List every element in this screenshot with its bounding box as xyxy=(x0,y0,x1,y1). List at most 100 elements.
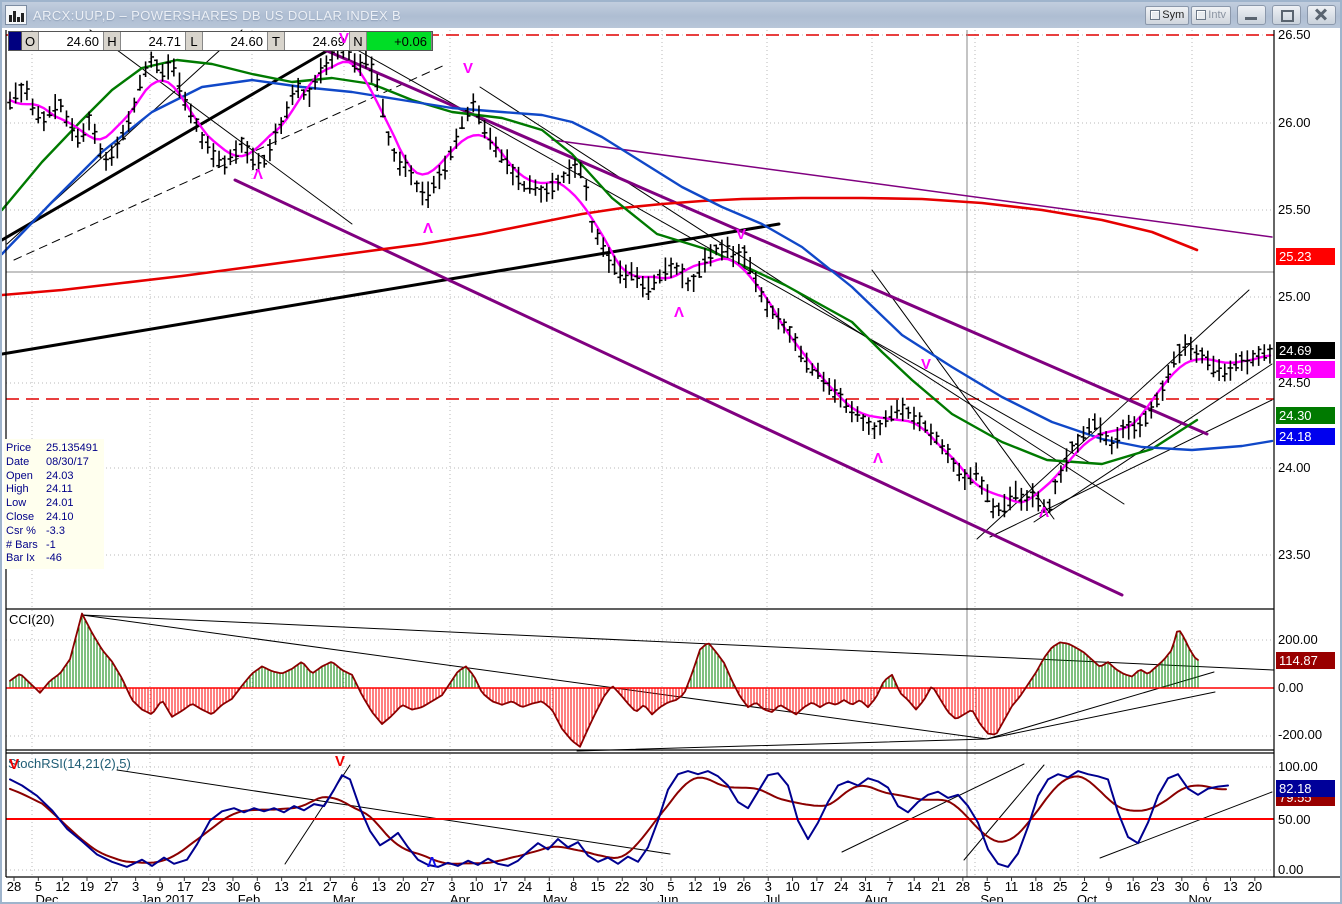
minimize-button[interactable] xyxy=(1237,5,1266,25)
month-label: Mar xyxy=(332,892,356,904)
axis-label: 26.50 xyxy=(1278,27,1311,42)
restore-icon xyxy=(1281,10,1294,22)
quote-field-value: 24.60 xyxy=(203,32,268,50)
axis-value-badge: 82.18 xyxy=(1276,780,1335,797)
date-label: 6 xyxy=(253,879,261,894)
month-label: Jun xyxy=(657,892,679,904)
sym-button[interactable]: Sym xyxy=(1145,5,1190,25)
cursor-info-row: Csr % -3.3 xyxy=(6,524,65,537)
quote-field-label: O xyxy=(22,32,39,50)
date-label: 3 xyxy=(764,879,772,894)
date-label: 19 xyxy=(79,879,95,894)
axis-value-badge: 25.23 xyxy=(1276,248,1335,265)
cursor-info-row: Close 24.10 xyxy=(6,510,74,523)
quote-field-label: N xyxy=(350,32,367,50)
quote-field-value: 24.60 xyxy=(39,32,104,50)
cci-panel-label: CCI(20) xyxy=(9,612,55,627)
month-label: Nov xyxy=(1188,892,1212,904)
month-label: Oct xyxy=(1076,892,1098,904)
pivot-marker-bottom: Λ xyxy=(1038,504,1050,521)
app-icon xyxy=(5,5,27,25)
month-label: Apr xyxy=(449,892,471,904)
cursor-info-row: High 24.11 xyxy=(6,483,73,496)
date-label: 8 xyxy=(569,879,578,894)
axis-label: 0.00 xyxy=(1278,862,1304,877)
intv-button[interactable]: Intv xyxy=(1191,5,1231,25)
pivot-marker-bottom: Λ xyxy=(872,450,884,467)
date-label: 5 xyxy=(667,879,675,894)
cursor-info-row: Bar Ix -46 xyxy=(6,552,62,565)
pivot-marker-bottom: Λ xyxy=(426,854,438,871)
pivot-marker-top: V xyxy=(8,756,20,773)
quote-color-swatch xyxy=(9,32,22,50)
date-label: 23 xyxy=(1150,879,1165,894)
date-label: 26 xyxy=(736,879,752,894)
month-label: Jul xyxy=(763,892,781,904)
quote-field-value: +0.06 xyxy=(367,32,432,50)
sym-button-icon xyxy=(1150,10,1161,20)
cursor-info-row: Price 25.135491 xyxy=(6,442,98,454)
axis-label: 0.00 xyxy=(1278,680,1304,695)
date-label: 1 xyxy=(545,879,553,894)
pivot-marker-bottom: Λ xyxy=(422,220,434,237)
date-label: 17 xyxy=(493,879,508,894)
restore-button[interactable] xyxy=(1272,5,1301,25)
axis-label: 200.00 xyxy=(1278,632,1318,647)
date-label: 3 xyxy=(132,879,140,894)
chart-plot-area[interactable]: O 24.60 H 24.71 L 24.60 T 24.69 N +0.06 Price 25.1… xyxy=(2,27,1340,904)
cursor-info-row: Low 24.01 xyxy=(6,497,74,510)
axis-value-badge: 24.30 xyxy=(1276,407,1335,424)
pivot-marker-bottom: Λ xyxy=(252,166,264,183)
date-label: 27 xyxy=(323,879,338,894)
date-label: 13 xyxy=(1223,879,1238,894)
quote-field-label: T xyxy=(268,32,285,50)
date-label: 21 xyxy=(298,879,314,894)
pivot-marker-top: V xyxy=(338,30,350,47)
cursor-info-row: Open 24.03 xyxy=(6,469,74,482)
date-label: 13 xyxy=(274,879,289,894)
axis-value-badge: 24.59 xyxy=(1276,361,1335,378)
date-label: 17 xyxy=(809,879,825,894)
cursor-info-box: Price 25.135491 Date 08/30/17 Open 24.03 High 2… xyxy=(4,439,104,570)
date-label: 19 xyxy=(712,879,727,894)
date-label: 30 xyxy=(1174,879,1190,894)
title-bar: ARCX:UUP,D – POWERSHARES DB US DOLLAR IN… xyxy=(2,2,1340,28)
stoch-panel-label: StochRSI(14,21(2),5) xyxy=(8,756,131,771)
date-label: 12 xyxy=(688,879,703,894)
axis-label: 26.00 xyxy=(1278,115,1311,130)
date-label: 10 xyxy=(785,879,800,894)
date-label: 5 xyxy=(34,879,42,894)
month-label: Jan 2017 xyxy=(140,892,194,904)
month-label: Dec xyxy=(35,892,59,904)
quote-field-label: H xyxy=(104,32,121,50)
date-label: 13 xyxy=(371,879,387,894)
month-label: Feb xyxy=(237,892,261,904)
date-label: 10 xyxy=(469,879,484,894)
date-label: 17 xyxy=(177,879,192,894)
month-label: Aug xyxy=(864,892,888,904)
close-button[interactable] xyxy=(1307,5,1336,25)
month-label: Sep xyxy=(980,892,1004,904)
window-title: ARCX:UUP,D – POWERSHARES DB US DOLLAR IN… xyxy=(33,7,402,23)
date-label: 7 xyxy=(886,879,894,894)
axis-label: 25.00 xyxy=(1278,289,1311,304)
date-label: 28 xyxy=(955,879,971,894)
axis-label: 25.50 xyxy=(1278,202,1311,217)
date-label: 20 xyxy=(396,879,411,894)
pivot-marker-bottom: Λ xyxy=(673,304,685,321)
date-label: 25 xyxy=(1052,879,1068,894)
date-label: 6 xyxy=(1202,879,1210,894)
axis-label: 50.00 xyxy=(1278,812,1311,827)
pivot-marker-top: V xyxy=(462,60,474,77)
date-label: 31 xyxy=(858,879,873,894)
axis-value-badge: 24.18 xyxy=(1276,428,1335,445)
date-label: 18 xyxy=(1028,879,1044,894)
date-label: 16 xyxy=(1125,879,1141,894)
date-label: 9 xyxy=(156,879,164,894)
quote-bar: O 24.60 H 24.71 L 24.60 T 24.69 N +0.06 xyxy=(8,31,433,51)
pivot-marker-top: V xyxy=(735,226,747,243)
date-label: 28 xyxy=(6,879,22,894)
cursor-info-row: Date 08/30/17 xyxy=(6,455,89,468)
intv-button-icon xyxy=(1196,10,1207,20)
